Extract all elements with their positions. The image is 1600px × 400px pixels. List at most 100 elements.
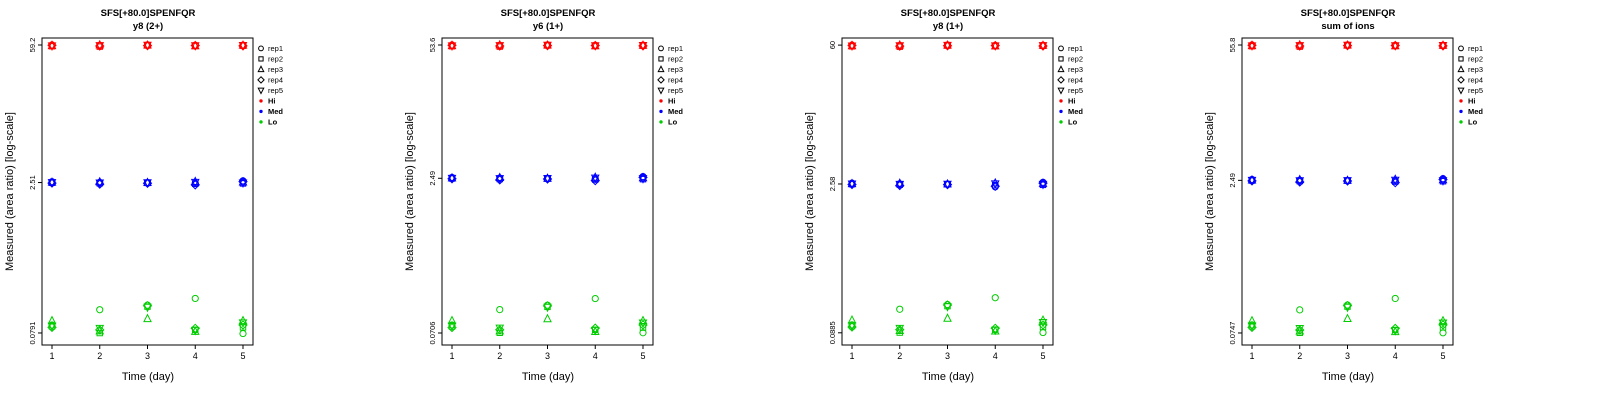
- point-med-rep4-day2: [495, 175, 505, 185]
- point-med-rep3-day4: [190, 176, 200, 185]
- point-hi-rep5-day4: [590, 42, 600, 51]
- y-tick-label: 0.0885: [828, 321, 837, 344]
- legend-dot-hi-icon: [659, 99, 663, 103]
- point-med-rep5-day2: [95, 179, 105, 189]
- legend-dot-lo-icon: [1059, 120, 1063, 124]
- point-lo-rep4-day5: [1438, 320, 1448, 330]
- x-tick-label: 3: [1345, 351, 1350, 361]
- point-med-rep3-day5: [1438, 174, 1448, 184]
- legend-label-rep3: rep3: [1068, 65, 1083, 74]
- point-lo-rep4-day1: [1247, 322, 1257, 333]
- x-tick-label: 1: [1249, 351, 1254, 361]
- point-lo-rep1-day5: [239, 329, 247, 338]
- point-hi-rep5-day1: [47, 42, 57, 51]
- point-lo-rep5-day1: [847, 322, 857, 331]
- x-tick-label: 3: [145, 351, 150, 361]
- point-med-rep5-day5: [1438, 177, 1448, 186]
- legend-label-lo: Lo: [1468, 118, 1478, 127]
- point-hi-rep5-day5: [638, 42, 648, 51]
- y-tick-label: 2.49: [428, 171, 437, 186]
- legend-triangle-down-icon: [1457, 87, 1465, 95]
- point-lo-rep3-day3: [143, 313, 152, 323]
- legend-label-med: Med: [668, 107, 683, 116]
- y-tick-label: 55.8: [1228, 38, 1237, 53]
- point-hi-rep3-day5: [1438, 40, 1448, 49]
- point-hi-rep5-day5: [1038, 42, 1048, 51]
- legend-circle-icon: [258, 45, 264, 52]
- point-med-rep5-day4: [590, 174, 600, 184]
- point-med-rep4-day4: [990, 181, 1000, 191]
- y-tick-label: 59.2: [28, 38, 37, 53]
- point-lo-rep1-day2: [496, 306, 504, 314]
- point-hi-rep3-day5: [638, 40, 648, 49]
- panel-y8-2plus: SFS[+80.0]SPENFQR y8 (2+) Measured (area…: [0, 0, 400, 400]
- panel-sum-of-ions: SFS[+80.0]SPENFQR sum of ions Measured (…: [1200, 0, 1600, 400]
- legend-triangle-down-icon: [657, 87, 665, 95]
- x-tick-label: 1: [49, 351, 54, 361]
- x-tick-label: 2: [97, 351, 102, 361]
- point-hi-rep5-day3: [1343, 41, 1352, 51]
- point-lo-rep5-day3: [1343, 303, 1352, 313]
- point-lo-rep5-day5: [638, 319, 648, 329]
- legend-label-rep2: rep2: [268, 55, 283, 64]
- x-axis-label: Time (day): [1321, 371, 1375, 383]
- plot-border: [841, 37, 1054, 346]
- legend-triangle-up-icon: [1057, 65, 1065, 73]
- point-hi-rep3-day3: [143, 39, 152, 49]
- legend-dot-med-icon: [1059, 109, 1063, 114]
- legend-label-rep3: rep3: [668, 65, 683, 74]
- plot-border: [41, 37, 254, 346]
- point-hi-rep5-day4: [190, 42, 200, 51]
- point-hi-rep3-day5: [238, 40, 248, 49]
- panel-title-ion: y8 (1+): [932, 21, 964, 33]
- legend-label-hi: Hi: [268, 97, 276, 106]
- point-med-rep5-day1: [847, 180, 857, 190]
- legend-dot-hi-icon: [1059, 99, 1063, 103]
- legend-triangle-down-icon: [1057, 87, 1065, 95]
- panel-title: SFS[+80.0]SPENFQR y8 (2+): [0, 7, 296, 34]
- point-hi-rep5-day3: [543, 41, 552, 51]
- point-hi-rep5-day5: [1438, 42, 1448, 51]
- point-lo-rep4-day5: [238, 320, 248, 330]
- point-lo-rep5-day3: [543, 303, 552, 313]
- point-lo-rep4-day2: [1295, 325, 1305, 335]
- point-med-rep5-day2: [495, 175, 505, 184]
- point-med-rep3-day4: [590, 172, 600, 181]
- panel-title-ion: y6 (1+): [532, 21, 564, 33]
- point-med-rep3-day3: [943, 178, 952, 188]
- point-lo-rep5-day2: [495, 324, 505, 334]
- legend-label-rep4: rep4: [668, 76, 683, 85]
- panel-y8-1plus: SFS[+80.0]SPENFQR y8 (1+) Measured (area…: [800, 0, 1200, 400]
- legend-circle-icon: [1058, 45, 1064, 52]
- plot-border: [1241, 37, 1454, 346]
- legend-triangle-up-icon: [1457, 65, 1465, 73]
- legend-square-icon: [658, 56, 664, 62]
- point-med-rep5-day1: [1247, 176, 1257, 186]
- x-tick-label: 4: [1393, 351, 1398, 361]
- point-lo-rep5-day2: [895, 324, 905, 334]
- legend-label-rep1: rep1: [1468, 44, 1483, 53]
- point-lo-rep4-day4: [590, 323, 600, 333]
- point-lo-rep1-day2: [96, 306, 104, 314]
- point-med-rep3-day5: [1038, 178, 1048, 187]
- point-lo-rep3-day3: [943, 313, 952, 322]
- x-tick-label: 3: [545, 351, 550, 361]
- panel-title: SFS[+80.0]SPENFQR sum of ions: [1200, 7, 1496, 34]
- legend-diamond-icon: [1457, 76, 1465, 84]
- panel-title-ion: y8 (2+): [132, 21, 164, 33]
- point-lo-rep5-day1: [47, 322, 57, 332]
- point-med-rep3-day4: [990, 177, 1000, 187]
- point-hi-rep5-day4: [1390, 42, 1400, 51]
- point-med-rep3-day1: [447, 172, 457, 182]
- y-tick-label: 2.51: [28, 175, 37, 190]
- point-med-rep5-day5: [638, 175, 648, 184]
- point-med-rep3-day3: [143, 177, 152, 186]
- legend-label-lo: Lo: [668, 118, 678, 127]
- point-hi-rep3-day5: [1038, 40, 1048, 49]
- legend-label-rep5: rep5: [668, 86, 683, 95]
- panel-title: SFS[+80.0]SPENFQR y8 (1+): [800, 7, 1096, 34]
- point-lo-rep3-day3: [1343, 313, 1352, 323]
- legend-square-icon: [258, 56, 264, 62]
- x-tick-label: 5: [1040, 351, 1045, 361]
